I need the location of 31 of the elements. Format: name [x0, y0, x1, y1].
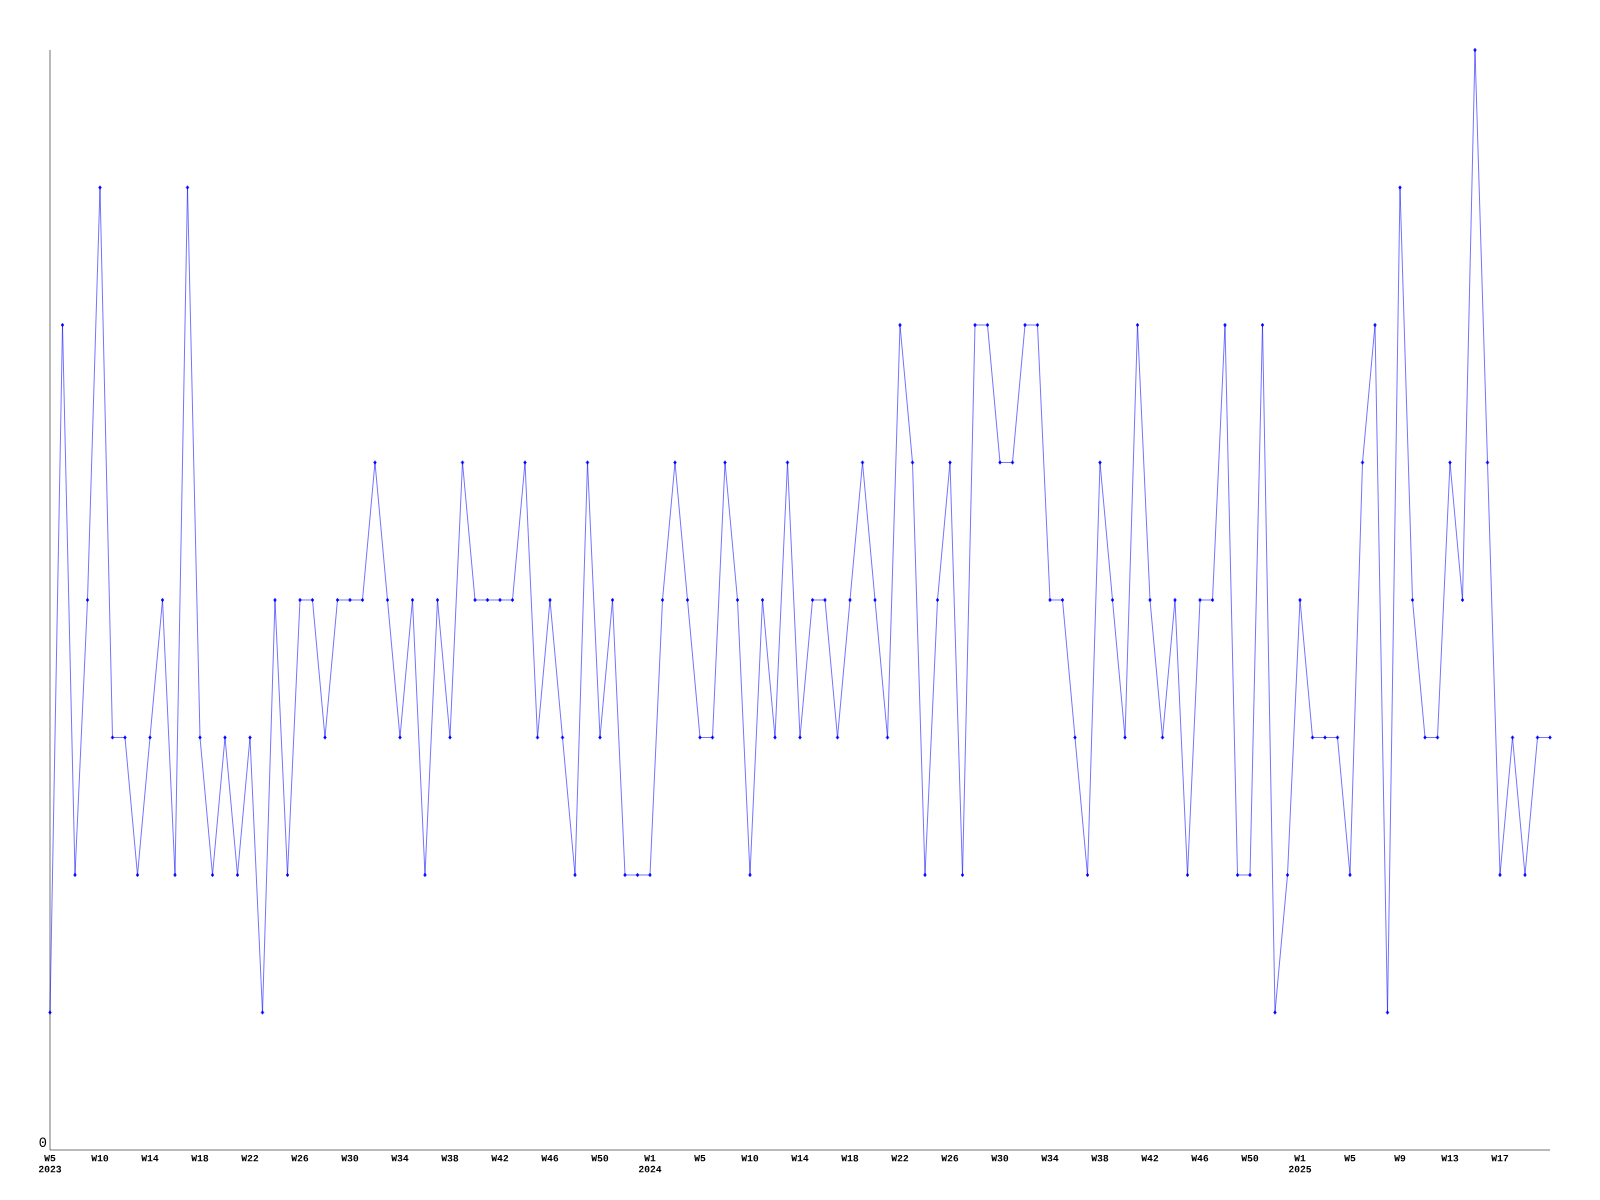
x-tick-label: W26 — [941, 1154, 959, 1162]
x-tick-label: W46 — [1191, 1154, 1209, 1162]
x-tick-label: W42 — [1141, 1154, 1159, 1162]
x-tick-label: W10 — [91, 1154, 109, 1162]
x-tick-label: W50 — [591, 1154, 609, 1162]
x-tick-label: W10 — [741, 1154, 759, 1162]
x-tick-label: W26 — [291, 1154, 309, 1162]
x-tick-label: W46 — [541, 1154, 559, 1162]
x-tick-label: W13 — [1441, 1154, 1459, 1162]
x-tick-label: W14 — [141, 1154, 159, 1162]
x-tick-label: W38 — [1091, 1154, 1109, 1162]
x-tick-label: W42 — [491, 1154, 509, 1162]
x-tick-label: W50 — [1241, 1154, 1259, 1162]
x-tick-label: W22 — [241, 1154, 259, 1162]
x-tick-label: W5 — [1344, 1154, 1356, 1162]
x-tick-label: W34 — [391, 1154, 409, 1162]
x-tick-label: W30 — [991, 1154, 1009, 1162]
text: 0 — [39, 1137, 47, 1147]
x-tick-label: W34 — [1041, 1154, 1059, 1162]
x-tick-label: W18 — [191, 1154, 209, 1162]
x-tick-label: W30 — [341, 1154, 359, 1162]
x-tick-label: W14 — [791, 1154, 809, 1162]
x-tick-label: W38 — [441, 1154, 459, 1162]
x-tick-label: W9 — [1394, 1154, 1406, 1162]
x-tick-label: W1 2025 — [1288, 1154, 1312, 1173]
x-tick-label: W22 — [891, 1154, 909, 1162]
x-tick-label: W5 — [694, 1154, 706, 1162]
x-tick-label: W5 2023 — [38, 1154, 62, 1173]
x-tick-label: W17 — [1491, 1154, 1509, 1162]
x-tick-label: W18 — [841, 1154, 859, 1162]
x-tick-label: W1 2024 — [638, 1154, 662, 1173]
